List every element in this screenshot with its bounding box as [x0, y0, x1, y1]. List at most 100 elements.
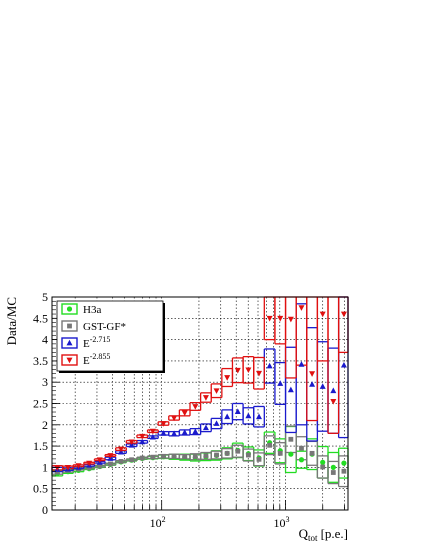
legend-marker [66, 357, 73, 364]
legend-label-sup: -2.715 [90, 335, 111, 344]
data-point [288, 451, 294, 457]
x-tick-label-base: 10 [150, 516, 162, 530]
data-point [320, 459, 326, 465]
data-point [299, 445, 304, 451]
series-marker-group [54, 436, 347, 475]
data-point [128, 439, 135, 446]
ticks-layer [52, 296, 345, 511]
data-point [192, 454, 198, 460]
legend-label-name: H3a [83, 304, 101, 316]
data-point [309, 381, 316, 387]
x-axis-label-sub: tot [308, 533, 318, 543]
data-point [256, 456, 262, 462]
x-tick-label: 102 [150, 515, 166, 530]
data-point [181, 410, 188, 417]
y-tick-label: 5 [42, 290, 48, 304]
data-point [256, 370, 263, 377]
data-point [213, 420, 220, 426]
y-tick-label: 0 [42, 503, 48, 517]
data-point [171, 453, 177, 459]
data-point [160, 421, 167, 427]
data-point [149, 428, 156, 435]
y-tick-label: 1 [42, 460, 48, 474]
data-point [96, 457, 103, 463]
x-axis-label-main: Q [299, 526, 309, 541]
y-axis-label: Data/MC [4, 297, 19, 345]
data-point [86, 460, 93, 467]
y-tick-label: 0.5 [33, 482, 48, 496]
data-point [64, 465, 71, 471]
data-point [171, 430, 178, 437]
data-point [150, 454, 156, 460]
data-point [277, 380, 284, 386]
data-point [266, 362, 273, 369]
data-point [340, 361, 347, 368]
data-point [203, 453, 209, 459]
data-point [213, 388, 220, 394]
data-point [340, 311, 347, 318]
data-point [330, 398, 337, 405]
data-point [139, 455, 145, 461]
data-point [287, 386, 294, 393]
y-tick-label: 3.5 [33, 354, 48, 368]
data-point [298, 305, 305, 311]
data-point [107, 461, 113, 467]
data-point [309, 371, 316, 377]
data-point [171, 415, 178, 422]
legend-swatch [61, 320, 78, 332]
data-point [149, 433, 156, 440]
legend-swatch [61, 354, 78, 366]
data-point [309, 450, 315, 456]
data-point [160, 430, 167, 436]
legend-marker [66, 306, 73, 312]
data-point [181, 429, 188, 435]
data-point [287, 316, 294, 323]
data-point [192, 404, 199, 410]
data-point [341, 460, 347, 466]
data-point [277, 315, 284, 322]
data-point [97, 463, 103, 469]
data-point [298, 361, 305, 367]
data-point [235, 448, 241, 454]
data-point [298, 457, 305, 463]
data-point [320, 464, 326, 470]
data-point [161, 453, 166, 459]
data-point [245, 452, 251, 458]
y-tick-label: 3 [42, 375, 48, 389]
data-point [118, 446, 125, 453]
legend-swatch [61, 337, 78, 349]
x-tick-label-exp: 2 [162, 515, 166, 524]
series-marker-group [54, 305, 347, 472]
data-point [75, 463, 82, 469]
data-point [341, 468, 347, 474]
data-point [330, 387, 337, 394]
data-point [202, 395, 209, 401]
legend-label-name: GST-GF* [83, 321, 126, 333]
data-point [182, 454, 188, 460]
y-tick-label: 4.5 [33, 311, 48, 325]
data-point [139, 438, 146, 445]
legend-label: GST-GF* [83, 321, 126, 333]
data-point [245, 367, 252, 374]
data-point [319, 311, 326, 318]
legend-label: E-2.715 [83, 335, 110, 350]
data-point [277, 450, 283, 456]
x-tick-label: 103 [273, 515, 289, 530]
legend-label-name: E [83, 338, 90, 350]
x-tick-label-exp: 3 [285, 515, 289, 524]
legend-swatch [61, 303, 78, 315]
data-point [107, 453, 114, 459]
data-point [129, 457, 135, 463]
legend-box [56, 300, 164, 372]
data-point [234, 408, 241, 414]
data-point [330, 464, 336, 470]
data-point [54, 465, 61, 472]
data-point [224, 413, 231, 420]
data-point [214, 452, 219, 458]
x-tick-label-base: 10 [273, 516, 285, 530]
y-tick-label: 4 [42, 333, 48, 347]
